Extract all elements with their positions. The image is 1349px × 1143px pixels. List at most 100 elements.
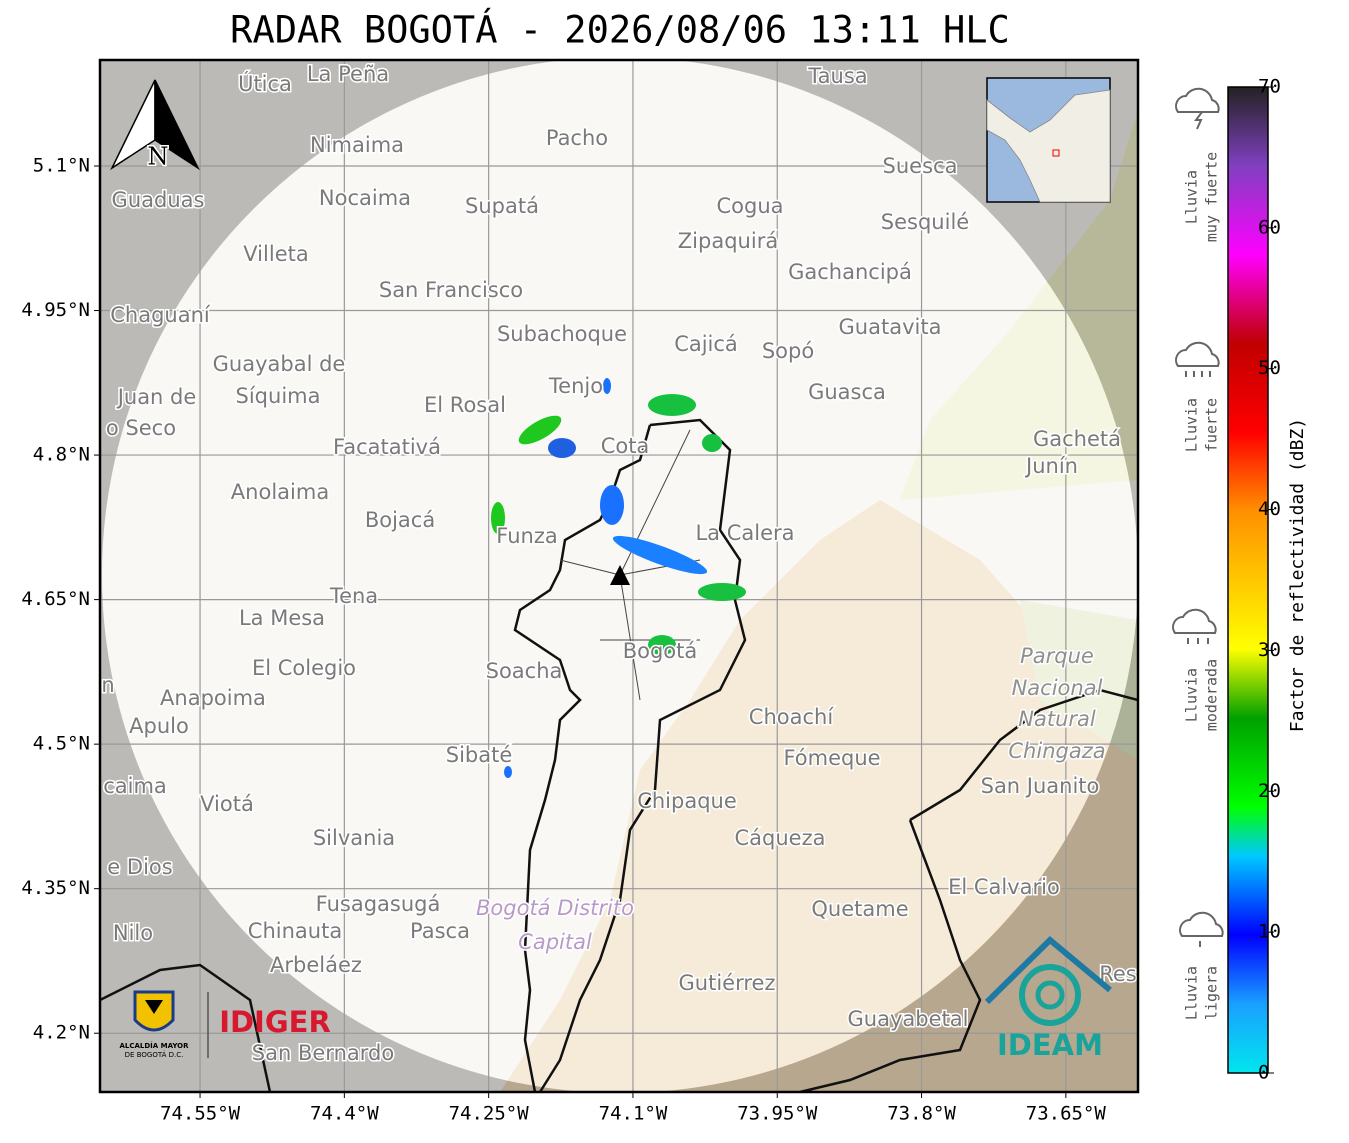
place-label: Bogotá Distrito: [476, 896, 634, 920]
place-label: Juan de: [116, 385, 197, 409]
x-tick-label: 73.95°W: [737, 1103, 818, 1125]
legend-label: Lluvia: [1183, 668, 1201, 722]
ideam-text: IDEAM: [997, 1028, 1103, 1062]
place-label: e Dios: [107, 855, 172, 879]
legend-icons: [1172, 87, 1224, 947]
place-label: Anapoima: [160, 686, 266, 710]
y-tick-label: 5.1°N: [33, 154, 90, 176]
place-label: La Calera: [695, 521, 794, 545]
place-label: Capital: [518, 930, 592, 954]
place-label: Parque: [1020, 644, 1094, 668]
place-label: Sopó: [762, 339, 814, 363]
place-label: Tena: [329, 584, 378, 608]
title: RADAR BOGOTÁ - 2026/08/06 13:11 HLC: [230, 8, 1010, 52]
place-label: San Bernardo: [252, 1041, 394, 1065]
place-label: Chaguaní: [110, 303, 211, 327]
colorbar-tick-label: 70: [1258, 76, 1281, 98]
place-label: Cajicá: [674, 332, 738, 356]
place-label: Síquima: [236, 384, 321, 408]
place-label: San Francisco: [379, 278, 523, 302]
place-label: Zipaquirá: [678, 229, 778, 253]
place-label: Anolaima: [231, 480, 329, 504]
radar-echoes: [491, 378, 746, 778]
legend-label: Lluvia: [1183, 170, 1201, 224]
colorbar-ticks: 0 10 20 30 40 50 60 70: [1258, 76, 1281, 1084]
place-label: Tausa: [807, 64, 867, 88]
echo: [612, 535, 708, 575]
inset-locator: [1052, 149, 1060, 157]
icon-bolt: [1194, 111, 1203, 130]
place-label: La Mesa: [239, 606, 325, 630]
place-labels: La Peña Útica Tausa Pacho Nimaima Guaduas Noca…: [100, 61, 1138, 1067]
idiger-logo: IDIGER: [219, 1005, 331, 1039]
y-tick-label: 4.5°N: [33, 733, 90, 755]
y-tick-label: 4.8°N: [33, 444, 90, 466]
echo: [548, 438, 576, 458]
place-label: El Calvario: [948, 875, 1060, 899]
localities: [559, 429, 701, 701]
place-label: La Peña: [307, 62, 389, 86]
alcaldia-line: ALCALDÍA MAYOR: [119, 1041, 189, 1050]
place-label: Cogua: [716, 194, 783, 218]
colorbar-tick-label: 60: [1258, 216, 1281, 238]
place-label: Guaduas: [112, 188, 205, 212]
place-label: caima: [103, 774, 167, 798]
place-label: Viotá: [200, 792, 254, 816]
place-label: Pasca: [410, 919, 470, 943]
place-label: Gachetá: [1033, 427, 1121, 451]
place-label: Guasca: [808, 380, 886, 404]
place-label: El Colegio: [252, 656, 356, 680]
place-label: Supatá: [465, 194, 539, 218]
icon-rain: [1187, 638, 1209, 644]
echo: [603, 378, 611, 394]
place-label: Gutiérrez: [679, 971, 776, 995]
north-arrow-right: [154, 79, 200, 171]
place-label: Junín: [1024, 454, 1078, 478]
place-label: Silvania: [313, 826, 395, 850]
legend-label: moderada: [1203, 659, 1221, 731]
echo: [600, 485, 624, 525]
legend-label: Lluvia: [1183, 398, 1201, 452]
inset-map: [986, 77, 1111, 203]
place-label: Sibaté: [446, 743, 513, 767]
legend-label: ligera: [1203, 966, 1221, 1020]
radar-site: [610, 565, 630, 585]
echo: [504, 766, 512, 778]
place-label: Facatativá: [333, 435, 441, 459]
echo: [702, 434, 722, 452]
place-label: Villeta: [243, 242, 308, 266]
x-tick-label: 74.4°W: [310, 1103, 379, 1125]
place-label: Cota: [601, 434, 650, 458]
place-label: Bogotá: [623, 639, 698, 663]
place-label: Nilo: [113, 921, 153, 945]
place-label: Nocaima: [319, 186, 411, 210]
x-tick-label: 74.55°W: [160, 1103, 241, 1125]
echo: [491, 502, 505, 534]
y-tick-label: 4.65°N: [21, 588, 90, 610]
axes: 74.55°W 74.4°W 74.25°W 74.1°W 73.95°W 73.8°W 7…: [21, 154, 1106, 1124]
map-frame: [98, 58, 1140, 1094]
colorbar-tick-label: 50: [1258, 357, 1281, 379]
x-tick-label: 74.25°W: [449, 1103, 530, 1125]
place-label: Soacha: [486, 659, 563, 683]
ideam-swirl-inner: [1035, 980, 1065, 1010]
colorbar-tick-label: 20: [1258, 780, 1281, 802]
place-label: Arbeláez: [270, 953, 362, 977]
icon-cloud: [1175, 87, 1220, 113]
place-label: Chingaza: [1008, 739, 1105, 763]
north-arrow: N: [110, 79, 200, 172]
y-tick-label: 4.95°N: [21, 299, 90, 321]
place-label: Subachoque: [497, 322, 627, 346]
place-label: Fusagasugá: [316, 892, 441, 916]
echo: [648, 394, 696, 416]
place-label: Tenjo: [548, 374, 603, 398]
alcaldia-logo: ALCALDÍA MAYOR DE BOGOTÁ D.C. IDIGER: [119, 990, 331, 1059]
icon-cloud: [1172, 608, 1217, 634]
place-label: o Seco: [106, 416, 176, 440]
colorbar-tick-label: 10: [1258, 921, 1281, 943]
place-label: Guayabal de: [213, 352, 346, 376]
y-tick-label: 4.2°N: [33, 1022, 90, 1044]
ideam-roof: [984, 935, 1112, 1005]
